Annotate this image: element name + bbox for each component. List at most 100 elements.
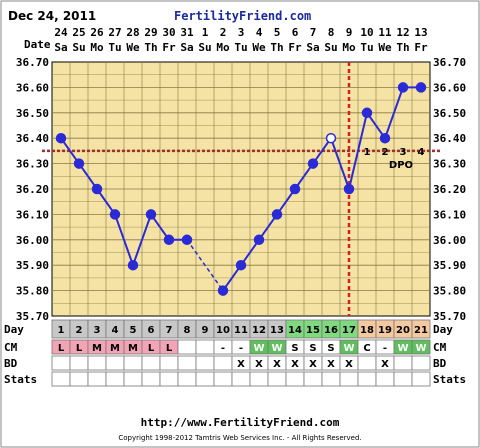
- date-label: 11: [378, 26, 392, 39]
- y-tick-left: 36.00: [16, 234, 49, 247]
- temp-point: [235, 259, 247, 271]
- stats-cell: [249, 371, 269, 387]
- weekday-label: Tu: [234, 41, 247, 54]
- date-label: 24: [54, 26, 68, 39]
- bd-value: X: [345, 359, 353, 370]
- day-number: 21: [414, 325, 428, 336]
- stats-cell: [123, 371, 143, 387]
- cm-value: -: [221, 343, 225, 354]
- y-tick-right: 36.40: [433, 132, 466, 145]
- y-tick-right: 35.90: [433, 259, 466, 272]
- temp-point: [217, 285, 229, 296]
- bd-value: X: [291, 359, 299, 370]
- weekday-label: We: [378, 41, 392, 54]
- temp-segment: [132, 214, 152, 266]
- bd-cell: [105, 355, 125, 371]
- day-number: 17: [342, 325, 356, 336]
- bd-value: X: [309, 359, 317, 370]
- cm-value: L: [76, 343, 83, 354]
- y-tick-right: 36.10: [433, 208, 466, 221]
- day-number: 6: [148, 325, 155, 336]
- day-number: 2: [76, 325, 83, 336]
- stats-cell: [69, 371, 89, 387]
- date-label: 30: [162, 26, 175, 39]
- row-label-stats-right: Stats: [433, 373, 466, 386]
- weekday-label: Th: [144, 41, 157, 54]
- temp-point: [343, 183, 355, 195]
- bd-cell: [51, 355, 71, 371]
- y-tick-right: 36.20: [433, 183, 466, 196]
- date-label: 5: [274, 26, 281, 39]
- date-label: 27: [108, 26, 121, 39]
- bd-value: X: [327, 359, 335, 370]
- weekday-label: Sa: [180, 41, 193, 54]
- weekday-label: Tu: [108, 41, 121, 54]
- temp-point: [289, 183, 301, 195]
- footer-copyright: Copyright 1998-2012 Tamtris Web Services…: [118, 434, 361, 442]
- day-cell: [411, 319, 431, 339]
- date-row-label: Date: [24, 38, 51, 51]
- y-tick-right: 36.50: [433, 107, 466, 120]
- header-date: Dec 24, 2011: [8, 9, 96, 23]
- cm-value: L: [58, 343, 65, 354]
- y-tick-right: 36.30: [433, 158, 466, 171]
- bd-cell: [87, 355, 107, 371]
- bd-value: X: [255, 359, 263, 370]
- dpo-number: 1: [364, 147, 371, 158]
- date-label: 13: [414, 26, 427, 39]
- y-tick-left: 36.70: [16, 56, 49, 69]
- weekday-label: We: [126, 41, 140, 54]
- cm-value: M: [110, 343, 120, 354]
- stats-cell: [87, 371, 107, 387]
- dpo-number: 3: [400, 147, 407, 158]
- bd-cell: [213, 355, 233, 371]
- y-tick-right: 36.70: [433, 56, 466, 69]
- day-number: 14: [288, 325, 302, 336]
- cm-value: W: [415, 343, 426, 354]
- weekday-label: Su: [324, 41, 337, 54]
- bd-value: X: [237, 359, 245, 370]
- stats-cell: [267, 371, 287, 387]
- weekday-label: Sa: [54, 41, 67, 54]
- row-label-cm-left: CM: [4, 341, 18, 354]
- bd-cell: [357, 355, 377, 371]
- stats-cell: [357, 371, 377, 387]
- weekday-label: Su: [72, 41, 85, 54]
- cm-value: -: [383, 343, 387, 354]
- row-label-cm-right: CM: [433, 341, 447, 354]
- date-label: 8: [328, 26, 335, 39]
- temp-point: [181, 234, 193, 246]
- stats-cell: [411, 371, 431, 387]
- stats-cell: [105, 371, 125, 387]
- cm-value: -: [239, 343, 243, 354]
- y-tick-left: 36.40: [16, 132, 49, 145]
- temp-point: [163, 234, 175, 246]
- day-number: 15: [306, 325, 320, 336]
- weekday-label: Mo: [216, 41, 230, 54]
- date-label: 10: [360, 26, 373, 39]
- temp-segment: [384, 87, 404, 139]
- cm-value: S: [327, 343, 334, 354]
- cm-value: W: [343, 343, 354, 354]
- stats-cell: [339, 371, 359, 387]
- cm-value: S: [291, 343, 298, 354]
- row-label-stats-left: Stats: [4, 373, 37, 386]
- y-tick-right: 35.70: [433, 310, 466, 323]
- day-number: 18: [360, 325, 374, 336]
- cm-value: W: [253, 343, 264, 354]
- dpo-number: 4: [418, 147, 425, 158]
- bd-cell: [69, 355, 89, 371]
- day-number: 9: [202, 325, 209, 336]
- footer-url[interactable]: http://www.FertilityFriend.com: [141, 416, 340, 429]
- date-label: 7: [310, 26, 317, 39]
- bd-cell: [393, 355, 413, 371]
- temp-point: [91, 183, 103, 195]
- plot-area: 1 2 3 4 DPO: [42, 61, 440, 317]
- day-number: 12: [252, 325, 266, 336]
- stats-cell: [159, 371, 179, 387]
- date-label: 4: [256, 26, 263, 39]
- stats-cell: [177, 371, 197, 387]
- cm-cell: [411, 339, 431, 355]
- weekday-label: Mo: [342, 41, 356, 54]
